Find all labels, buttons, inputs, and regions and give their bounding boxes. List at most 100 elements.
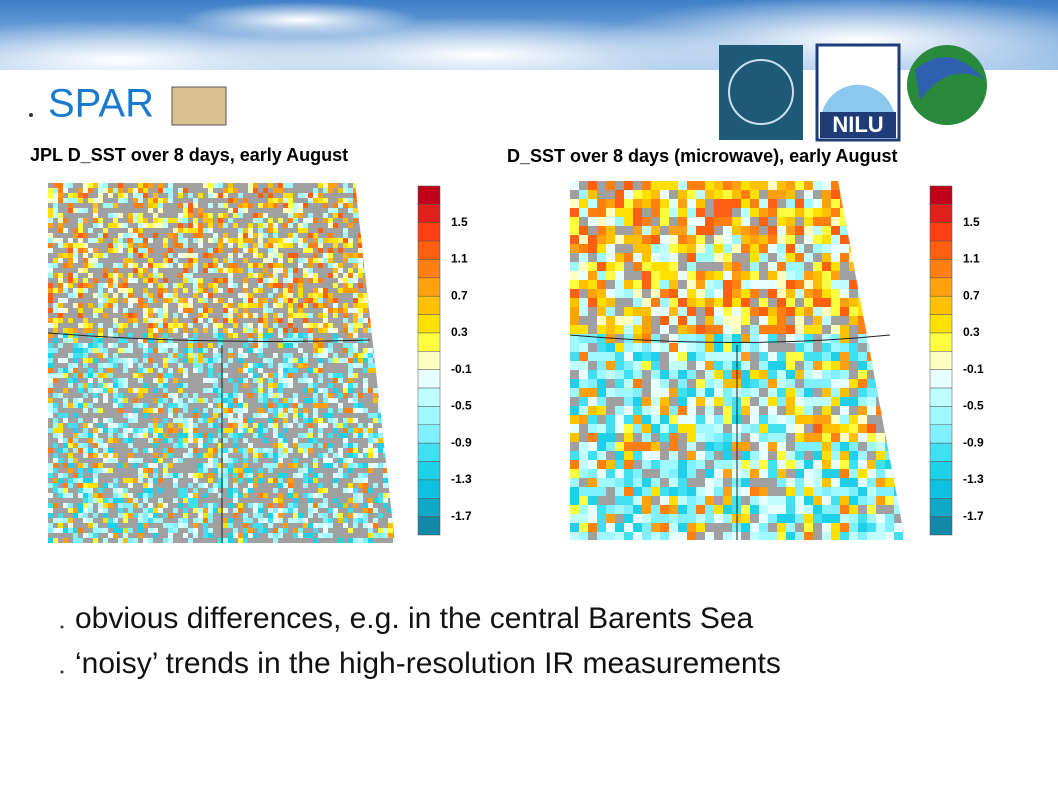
- map-cell: [393, 453, 395, 458]
- map-cell: [68, 328, 73, 333]
- map-cell: [348, 328, 353, 333]
- map-cell: [714, 397, 723, 406]
- nilu-band: [820, 112, 896, 138]
- map-cell: [723, 505, 732, 514]
- map-cell: [393, 413, 395, 418]
- map-cell: [153, 218, 158, 223]
- map-cell: [278, 513, 283, 518]
- map-cell: [795, 181, 804, 190]
- map-cell: [238, 423, 243, 428]
- map-cell: [108, 423, 113, 428]
- map-cell: [383, 463, 388, 468]
- map-cell: [243, 533, 248, 538]
- map-cell: [660, 298, 669, 307]
- map-cell: [373, 193, 378, 198]
- map-cell: [108, 328, 113, 333]
- map-cell: [178, 418, 183, 423]
- map-cell: [358, 213, 363, 218]
- map-cell: [83, 483, 88, 488]
- map-cell: [383, 528, 388, 533]
- map-cell: [393, 338, 395, 343]
- map-cell: [669, 352, 678, 361]
- map-cell: [248, 473, 253, 478]
- map-cell: [343, 308, 348, 313]
- map-cell: [283, 288, 288, 293]
- map-cell: [579, 244, 588, 253]
- map-cell: [606, 199, 615, 208]
- map-cell: [723, 433, 732, 442]
- map-cell: [318, 328, 323, 333]
- map-cell: [203, 468, 208, 473]
- map-cell: [308, 198, 313, 203]
- map-cell: [98, 323, 103, 328]
- map-cell: [358, 323, 363, 328]
- map-cell: [113, 533, 118, 538]
- map-cell: [822, 235, 831, 244]
- map-cell: [804, 325, 813, 334]
- map-cell: [278, 383, 283, 388]
- map-cell: [288, 363, 293, 368]
- map-cell: [63, 198, 68, 203]
- map-cell: [393, 213, 395, 218]
- map-cell: [822, 316, 831, 325]
- map-cell: [158, 288, 163, 293]
- map-cell: [373, 328, 378, 333]
- map-cell: [253, 213, 258, 218]
- map-cell: [723, 361, 732, 370]
- map-cell: [148, 508, 153, 513]
- map-cell: [268, 423, 273, 428]
- map-cell: [48, 263, 53, 268]
- map-cell: [113, 248, 118, 253]
- map-cell: [233, 433, 238, 438]
- map-cell: [687, 289, 696, 298]
- map-cell: [750, 199, 759, 208]
- map-cell: [133, 323, 138, 328]
- map-cell: [813, 262, 822, 271]
- map-cell: [108, 363, 113, 368]
- map-cell: [73, 368, 78, 373]
- map-cell: [93, 348, 98, 353]
- map-cell: [795, 442, 804, 451]
- map-cell: [885, 469, 894, 478]
- map-cell: [218, 288, 223, 293]
- map-cell: [813, 298, 822, 307]
- map-cell: [188, 358, 193, 363]
- map-cell: [68, 278, 73, 283]
- map-cell: [313, 323, 318, 328]
- map-cell: [233, 283, 238, 288]
- map-cell: [318, 298, 323, 303]
- map-cell: [660, 424, 669, 433]
- map-cell: [273, 458, 278, 463]
- map-cell: [570, 298, 579, 307]
- map-cell: [248, 503, 253, 508]
- map-cell: [651, 271, 660, 280]
- map-cell: [696, 253, 705, 262]
- map-cell: [813, 307, 822, 316]
- map-cell: [268, 533, 273, 538]
- map-cell: [168, 473, 173, 478]
- map-cell: [273, 228, 278, 233]
- map-cell: [103, 388, 108, 393]
- map-cell: [318, 343, 323, 348]
- map-cell: [253, 523, 258, 528]
- map-cell: [858, 514, 867, 523]
- map-cell: [759, 316, 768, 325]
- map-lines: [47, 332, 891, 543]
- map-cell: [768, 181, 777, 190]
- map-cell: [903, 478, 905, 487]
- colorbar-cell: [929, 314, 953, 334]
- map-cell: [243, 288, 248, 293]
- map-cell: [248, 333, 253, 338]
- map-cell: [198, 358, 203, 363]
- map-cell: [363, 278, 368, 283]
- map-cell: [588, 478, 597, 487]
- map-cell: [313, 198, 318, 203]
- map-cell: [273, 248, 278, 253]
- map-cell: [203, 228, 208, 233]
- map-cell: [393, 458, 395, 463]
- map-cell: [831, 253, 840, 262]
- map-cell: [328, 248, 333, 253]
- map-cell: [223, 238, 228, 243]
- map-cell: [73, 423, 78, 428]
- map-cell: [193, 368, 198, 373]
